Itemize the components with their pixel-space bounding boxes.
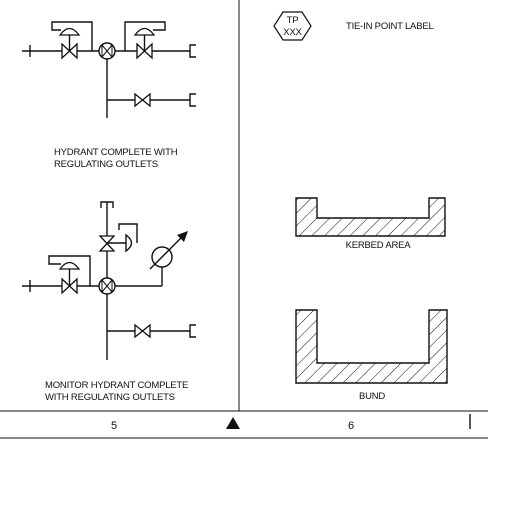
tie-in-point-symbol: TP XXX [273, 11, 312, 41]
monitor-hydrant-symbol [22, 201, 196, 360]
monitor-branch-end-cap [189, 324, 196, 338]
monitor-left-end-cap [22, 280, 31, 292]
kerbed-area-symbol [295, 197, 446, 237]
right-end-cap [189, 44, 196, 58]
hydrant-valve-icon [98, 42, 116, 60]
monitor-left-control-valve [48, 255, 91, 295]
hydrant-caption-line2: REGULATING OUTLETS [54, 159, 158, 170]
monitor-caption-line2: WITH REGULATING OUTLETS [45, 392, 175, 403]
monitor-actuator [107, 233, 133, 253]
monitor-caption-line1: MONITOR HYDRANT COMPLETE [45, 380, 188, 391]
bund-label: BUND [359, 391, 385, 402]
left-end-cap [22, 45, 31, 57]
left-control-valve [51, 21, 93, 60]
hydrant-caption-line1: HYDRANT COMPLETE WITH [54, 147, 178, 158]
tie-in-tag-bottom: XXX [283, 27, 302, 38]
bund-symbol [295, 309, 448, 384]
right-control-valve [124, 21, 166, 60]
triangle-marker-icon [226, 417, 240, 429]
page-number-right: 6 [348, 420, 354, 432]
monitor-hydrant-valve-icon [98, 277, 116, 295]
branch-end-cap [189, 93, 196, 107]
tie-in-tag-top: TP [287, 15, 299, 26]
branch-gate-valve [134, 92, 151, 108]
kerbed-area-label: KERBED AREA [346, 240, 412, 251]
hexagon-tag-icon [273, 11, 312, 41]
monitor-branch-gate-valve [134, 323, 151, 339]
hydrant-symbol [22, 21, 196, 118]
monitor-arrow [149, 232, 187, 270]
monitor-actuator-link [118, 223, 138, 243]
page-number-left: 5 [111, 420, 117, 432]
tie-in-label: TIE-IN POINT LABEL [346, 21, 434, 32]
monitor-arrow-head [177, 231, 188, 242]
